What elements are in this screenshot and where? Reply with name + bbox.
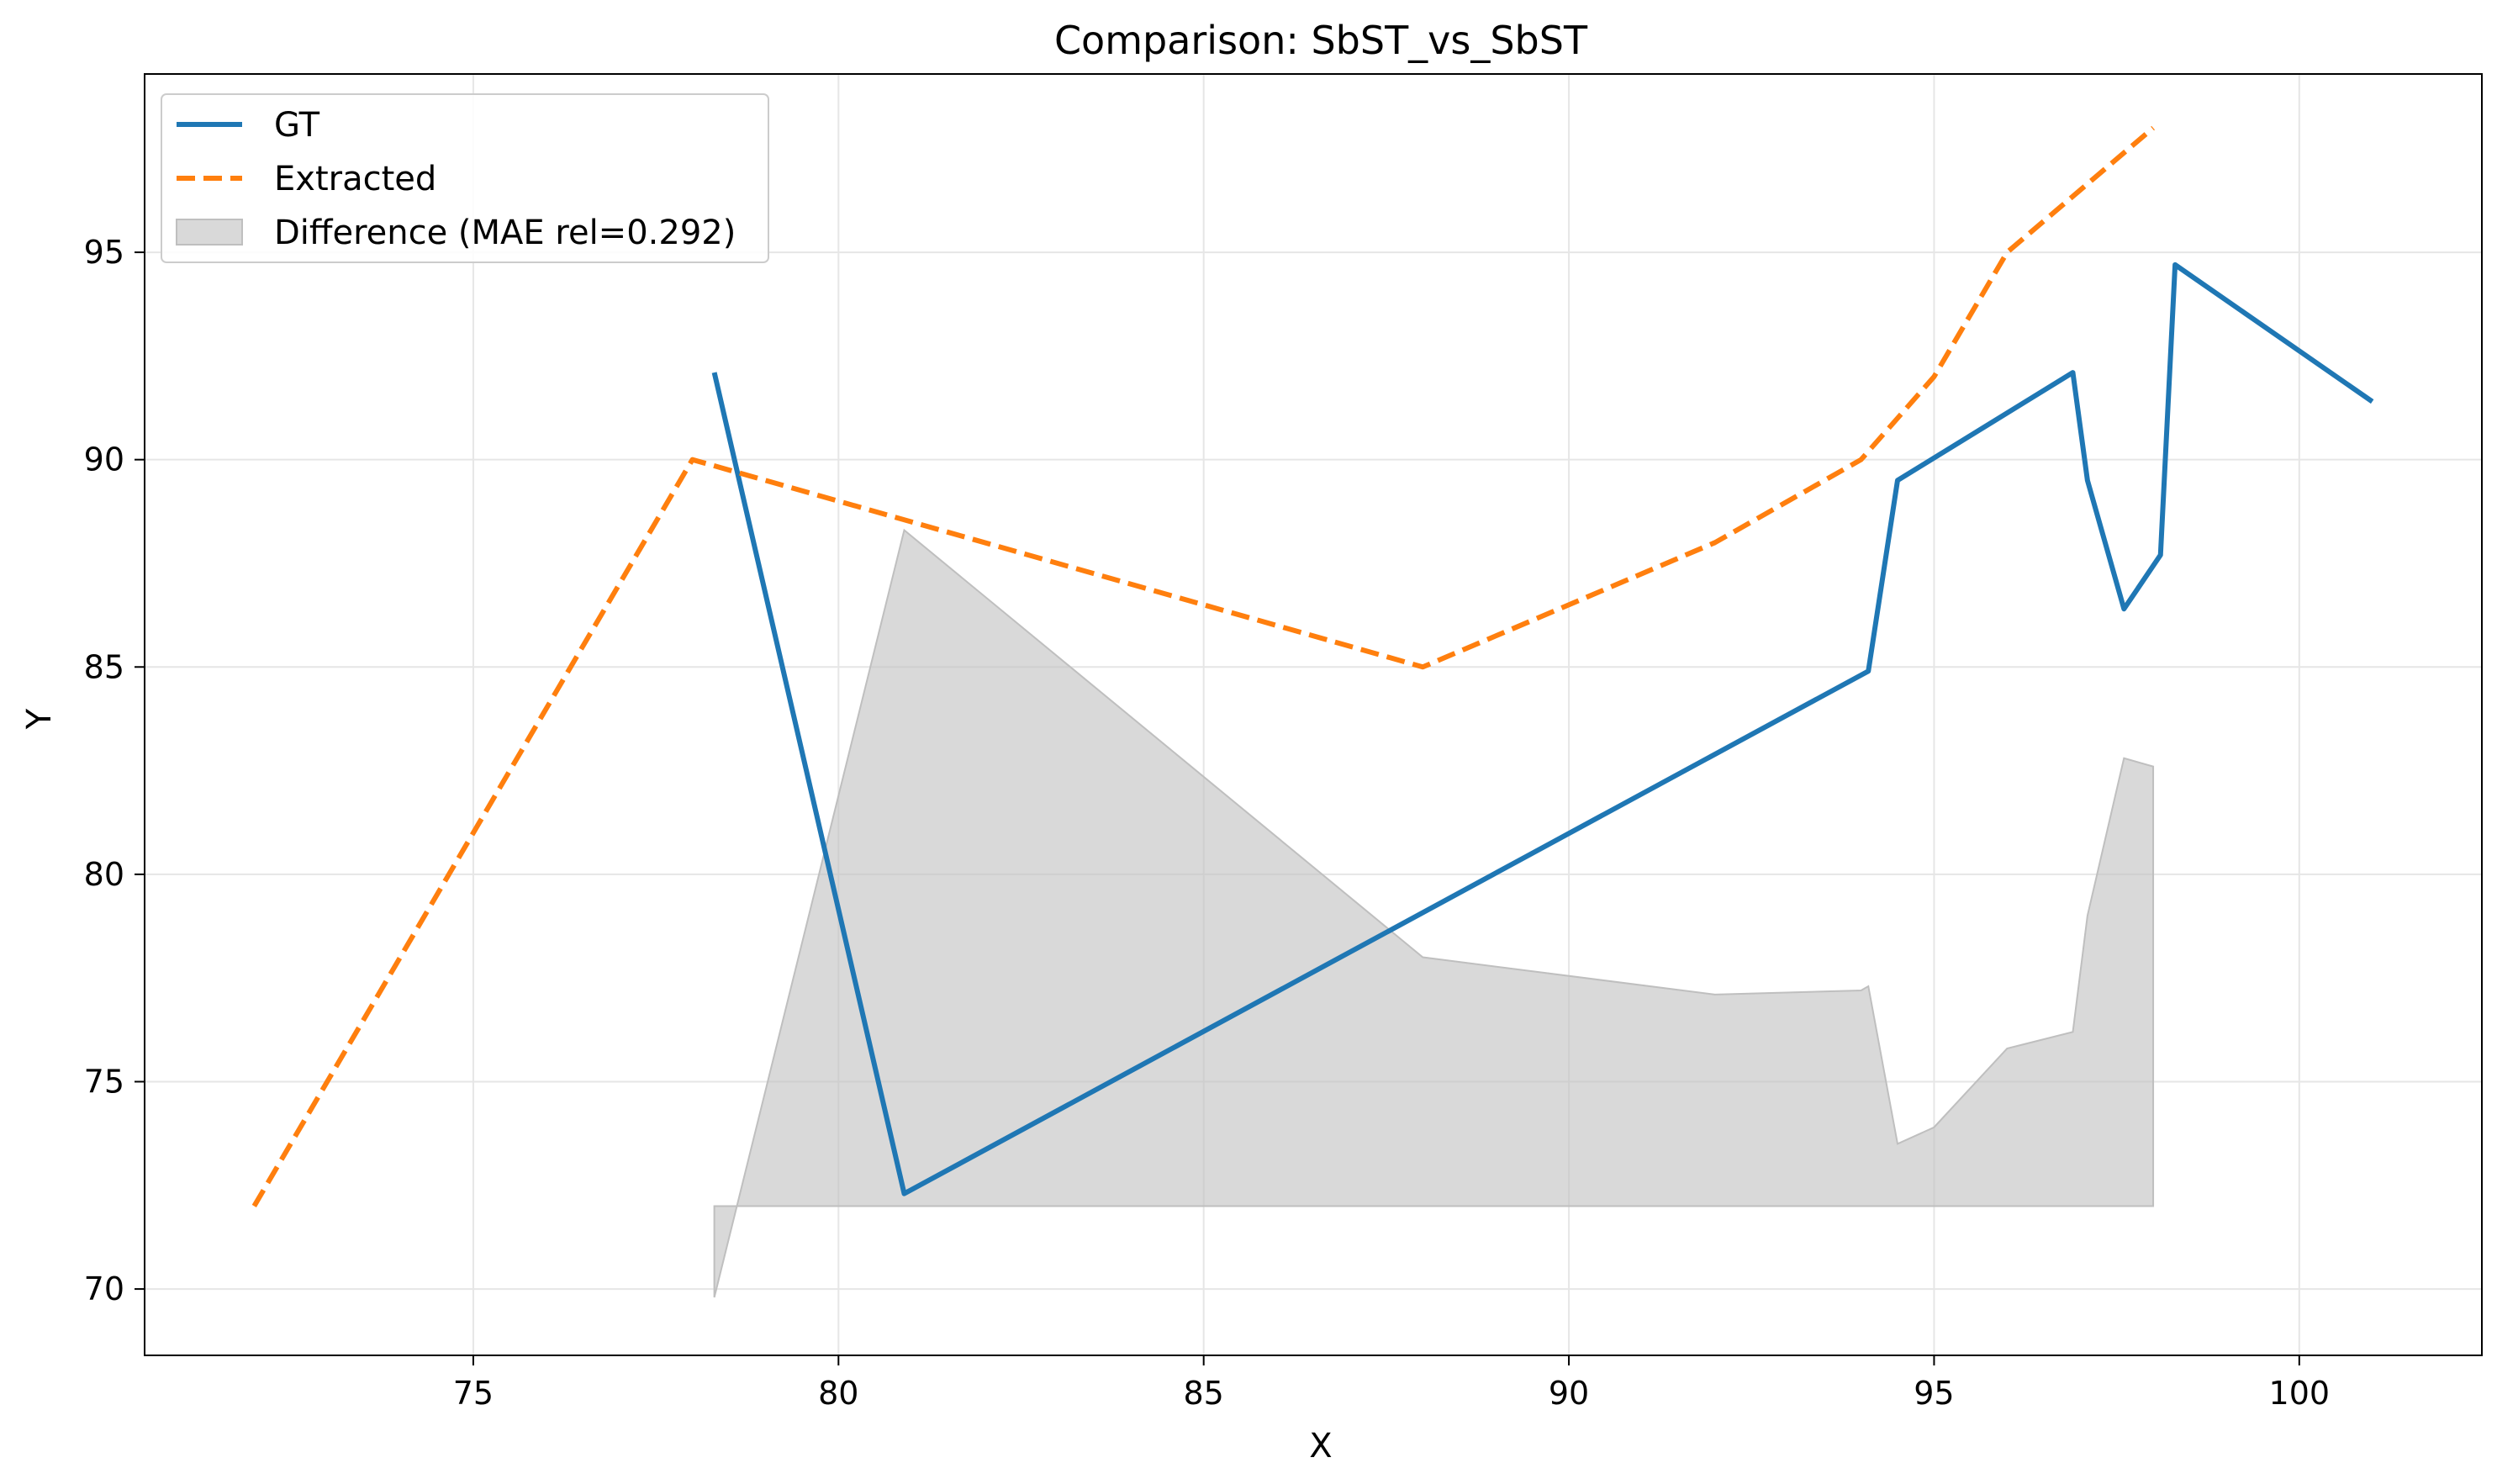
plot-area: 75 80 85 90 95 100 70 75 80 85 90 95 bbox=[84, 73, 2483, 1412]
y-axis-label: Y bbox=[20, 708, 59, 730]
gt-series-line bbox=[711, 261, 2374, 1196]
legend-box bbox=[161, 93, 769, 263]
y-tick-label: 80 bbox=[84, 856, 124, 893]
x-tick-label: 90 bbox=[1549, 1375, 1589, 1412]
y-tick-label: 75 bbox=[84, 1063, 124, 1100]
legend: GT Extracted Difference (MAE rel=0.292) bbox=[161, 93, 769, 263]
x-tick-label: 85 bbox=[1184, 1375, 1224, 1412]
y-tick-label: 90 bbox=[84, 441, 124, 478]
legend-label: GT bbox=[274, 106, 320, 145]
plot-frame bbox=[144, 73, 2483, 1356]
x-tick-label: 95 bbox=[1914, 1375, 1954, 1412]
chart-title: Comparison: SbST_vs_SbST bbox=[1054, 18, 1588, 63]
y-tick-label: 70 bbox=[84, 1270, 124, 1307]
legend-label: Difference (MAE rel=0.292) bbox=[274, 214, 736, 252]
difference-area bbox=[713, 528, 2155, 1298]
x-tick-label: 80 bbox=[818, 1375, 858, 1412]
extracted-series-line bbox=[251, 125, 2156, 1207]
y-tick-label: 85 bbox=[84, 648, 124, 685]
legend-swatch-difference bbox=[176, 219, 243, 246]
legend-label: Extracted bbox=[274, 160, 436, 198]
x-tick-label: 100 bbox=[2269, 1375, 2331, 1412]
x-axis-label: X bbox=[1309, 1427, 1332, 1466]
y-tick-label: 95 bbox=[84, 234, 124, 271]
x-tick-label: 75 bbox=[453, 1375, 494, 1412]
